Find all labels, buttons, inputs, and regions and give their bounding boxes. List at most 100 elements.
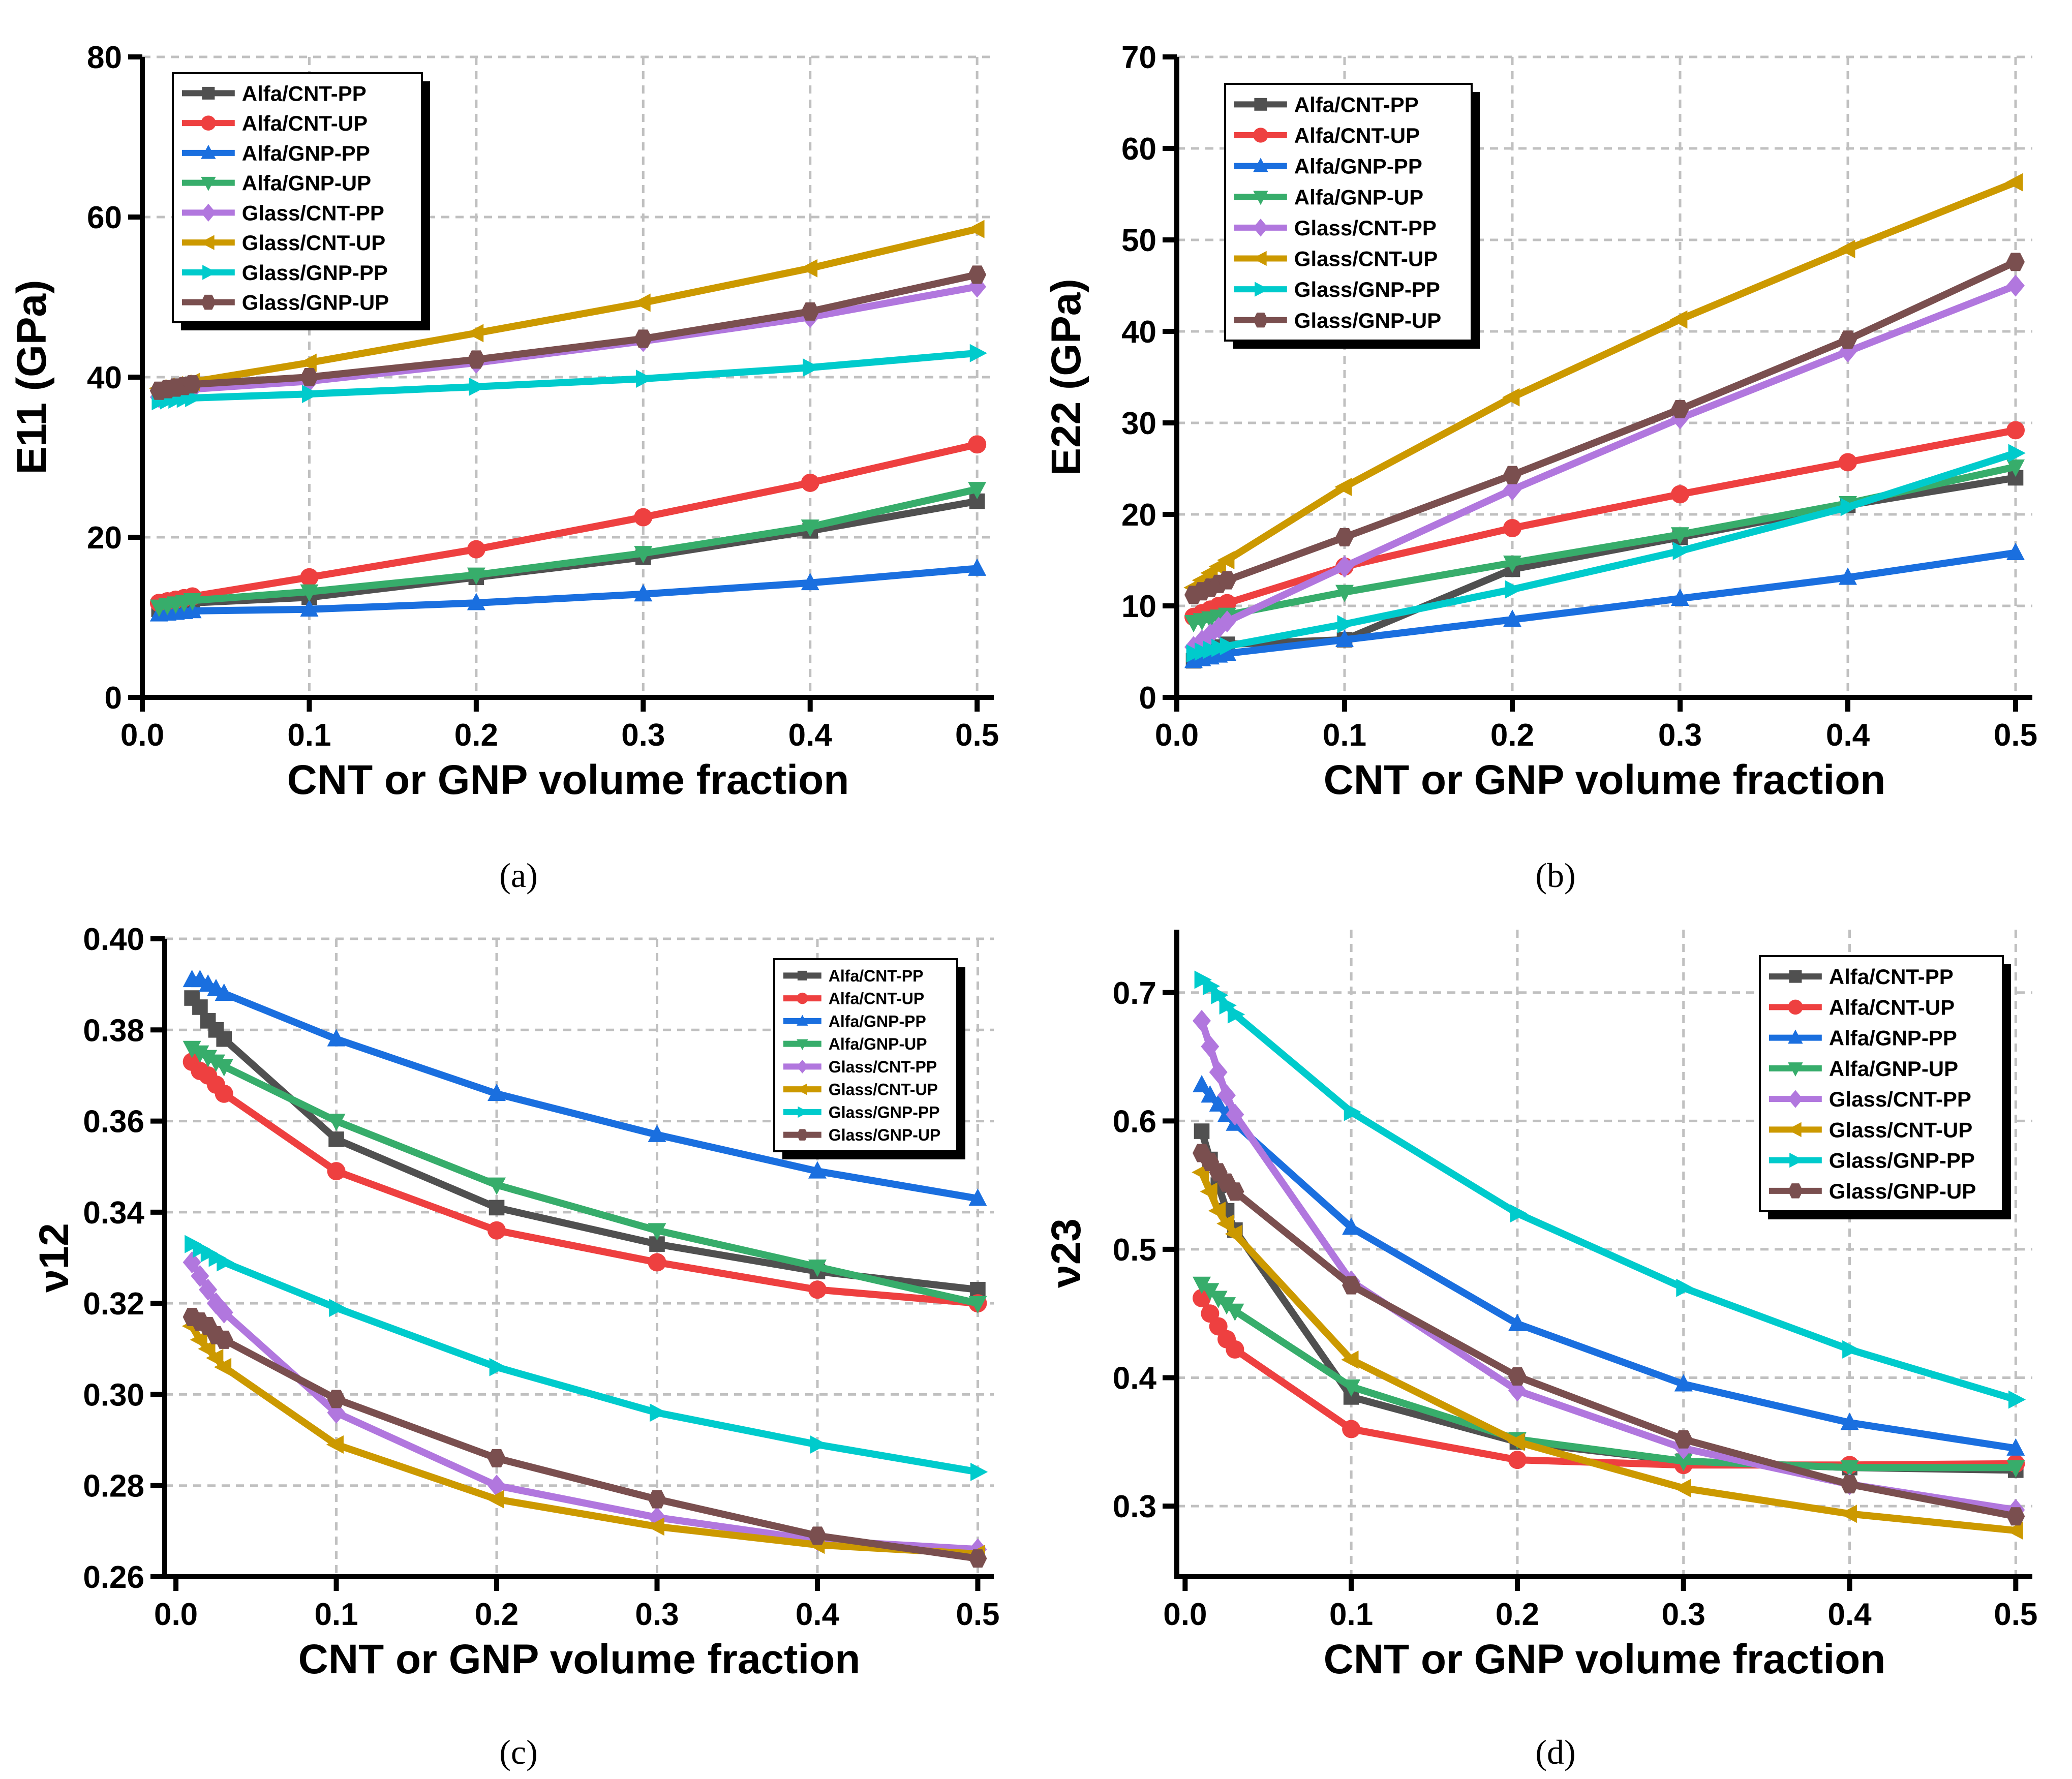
legend: Alfa/CNT-PP Alfa/CNT-UP Alfa/GNP-PP Alfa/GN… — [1759, 955, 2011, 1219]
legend-item: Alfa/CNT-UP — [1769, 995, 1955, 1019]
legend-label: Alfa/CNT-PP — [1294, 93, 1419, 116]
series-glass-gnp-pp — [185, 1235, 988, 1481]
legend-marker — [202, 86, 215, 100]
data-point — [1201, 1085, 1220, 1103]
x-tick-label: 0.2 — [454, 718, 498, 753]
legend-marker — [1255, 282, 1269, 297]
data-point — [968, 482, 987, 500]
y-tick-label: 0.6 — [1113, 1104, 1156, 1139]
data-point — [467, 350, 485, 369]
legend-marker — [797, 970, 807, 980]
data-point — [328, 1131, 344, 1147]
data-point — [1225, 1224, 1242, 1243]
data-point — [1344, 1102, 1361, 1121]
data-point — [216, 1031, 232, 1047]
data-point — [467, 540, 485, 559]
legend-label: Alfa/CNT-UP — [1829, 995, 1955, 1019]
data-point — [2008, 444, 2026, 463]
data-point — [1335, 528, 1354, 546]
y-tick-label: 60 — [1121, 132, 1156, 167]
panel-caption: (a) — [499, 856, 537, 895]
data-point — [487, 1449, 506, 1467]
data-point — [1209, 1061, 1228, 1083]
legend-item: Alfa/GNP-PP — [783, 1012, 926, 1030]
data-point — [1510, 1204, 1528, 1223]
x-tick-label: 0.1 — [1329, 1597, 1373, 1632]
data-point — [800, 259, 818, 278]
legend-label: Glass/GNP-PP — [1294, 278, 1440, 301]
data-point — [215, 1330, 233, 1349]
x-axis-label: CNT or GNP volume fraction — [1324, 757, 1886, 803]
y-tick-label: 70 — [1121, 40, 1156, 75]
data-point — [1217, 1084, 1236, 1107]
x-tick-label: 0.0 — [1155, 718, 1199, 753]
legend-marker — [1789, 970, 1802, 983]
data-point — [206, 1348, 224, 1367]
legend-item: Alfa/CNT-PP — [1769, 965, 1954, 989]
legend-label: Alfa/CNT-PP — [242, 81, 367, 105]
legend-label: Glass/CNT-PP — [242, 201, 384, 225]
chart-panel-3: 0.0 0.1 0.2 0.3 0.4 0.5 0.26 0.28 0.30 0.32 0.34 0.… — [31, 922, 1000, 1771]
y-tick-label: 0 — [1139, 681, 1156, 716]
data-point — [2006, 1507, 2025, 1526]
y-tick-label: 0.40 — [83, 922, 144, 957]
data-point — [1217, 1297, 1236, 1315]
y-tick-label: 10 — [1121, 589, 1156, 624]
y-axis-label: E22 (GPa) — [1043, 279, 1089, 475]
x-tick-label: 0.4 — [1826, 718, 1870, 753]
y-tick-label: 40 — [87, 360, 122, 395]
legend-marker — [1253, 128, 1268, 143]
data-point — [183, 375, 202, 394]
legend-marker — [797, 1015, 808, 1026]
legend-box — [172, 72, 423, 323]
legend-item: Glass/GNP-UP — [1769, 1179, 1976, 1203]
data-point — [1226, 1340, 1244, 1359]
data-point — [648, 1253, 666, 1272]
data-point — [467, 567, 485, 585]
legend-label: Glass/GNP-UP — [829, 1126, 941, 1144]
data-point — [801, 302, 819, 321]
series-alfa-cnt-pp — [184, 990, 986, 1298]
x-tick-label: 0.5 — [1994, 718, 2037, 753]
data-point — [1839, 330, 1857, 349]
data-point — [1839, 1505, 1857, 1523]
data-point — [1671, 527, 1689, 545]
legend-item: Alfa/CNT-PP — [783, 967, 923, 985]
legend-item: Glass/GNP-UP — [1234, 309, 1441, 332]
data-point — [1209, 1094, 1228, 1112]
panel-caption: (b) — [1535, 856, 1575, 895]
data-point — [1184, 636, 1203, 658]
x-tick-label: 0.3 — [1658, 718, 1702, 753]
legend-marker — [201, 176, 216, 191]
data-point — [1218, 610, 1236, 633]
data-point — [2005, 1521, 2023, 1540]
legend-item: Glass/CNT-PP — [1234, 216, 1437, 240]
data-point — [302, 385, 320, 404]
data-point — [466, 324, 484, 343]
legend-marker — [1254, 98, 1267, 111]
data-point — [801, 473, 819, 492]
legend-item: Alfa/GNP-UP — [783, 1035, 927, 1053]
data-point — [1335, 585, 1354, 602]
legend-marker — [797, 1059, 808, 1073]
x-tick-label: 0.2 — [1490, 718, 1534, 753]
data-point — [808, 1161, 827, 1179]
legend-label: Alfa/GNP-UP — [829, 1035, 927, 1053]
data-point — [489, 1358, 507, 1376]
legend: Alfa/CNT-PP Alfa/CNT-UP Alfa/GNP-PP Alfa/GN… — [1224, 83, 1480, 349]
y-tick-label: 0.36 — [83, 1105, 144, 1140]
data-point — [1508, 1451, 1527, 1469]
data-point — [968, 275, 987, 298]
series-glass-cnt-up — [1192, 1163, 2023, 1540]
y-axis-label: E11 (GPa) — [9, 280, 55, 475]
legend-label: Glass/GNP-PP — [242, 261, 388, 285]
data-point — [1673, 1479, 1691, 1497]
y-tick-label: 50 — [1121, 223, 1156, 258]
data-point — [1201, 1035, 1220, 1058]
data-point — [217, 1253, 234, 1272]
data-point — [967, 220, 985, 238]
legend-marker — [797, 992, 808, 1004]
legend-label: Glass/GNP-PP — [829, 1103, 940, 1121]
panel-caption: (c) — [499, 1733, 537, 1771]
data-point — [648, 1490, 666, 1509]
